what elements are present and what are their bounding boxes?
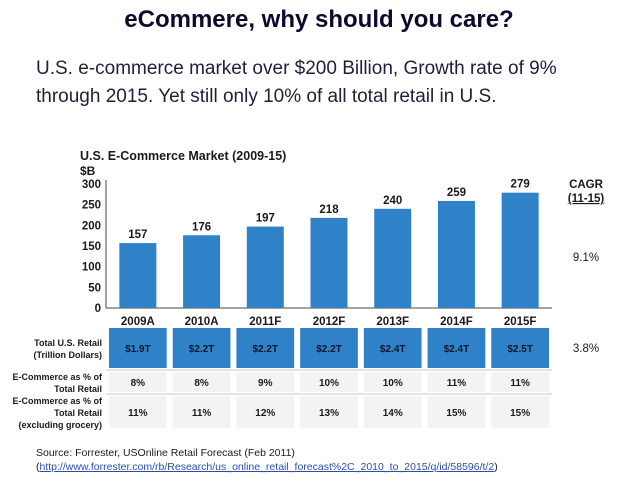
bar-2012F: [310, 217, 348, 308]
table-cell: [300, 396, 358, 428]
table-cell: [109, 328, 167, 368]
source-link-open: (: [36, 461, 40, 473]
table-cell-value: 11%: [192, 408, 212, 419]
table-cell: [491, 328, 549, 368]
table-cell: [172, 372, 231, 392]
table-cell-value: $2.2T: [316, 344, 342, 355]
table-cell-value: $2.4T: [444, 344, 470, 355]
table-row-label: E-Commerce as % of: [12, 372, 103, 382]
table-row-label: Total Retail: [54, 408, 102, 418]
data-label: 157: [128, 229, 147, 241]
table-cell-value: 10%: [319, 378, 339, 389]
table-cell: [427, 372, 486, 392]
x-tick-label: 2011F: [249, 316, 281, 328]
bar-2014F: [437, 200, 475, 308]
table-cell: [363, 328, 422, 368]
bar-2011F: [246, 226, 284, 308]
table-cell: [491, 372, 549, 392]
table-row-label: E-Commerce as % of: [12, 396, 103, 406]
table-cell: [363, 396, 422, 428]
data-label: 240: [383, 195, 402, 207]
table-cell: [172, 328, 231, 368]
table-cell: [363, 372, 422, 392]
bar-2010A: [183, 235, 221, 308]
data-label: 259: [447, 187, 466, 199]
bar-2009A: [119, 243, 157, 308]
page-subtitle: U.S. e-commerce market over $200 Billion…: [36, 58, 557, 107]
table-row-label: Total Retail: [54, 384, 102, 394]
table-cell-value: $2.2T: [252, 344, 278, 355]
table-cell: [109, 372, 167, 392]
table-cell-value: 15%: [446, 408, 466, 419]
data-label: 218: [319, 204, 339, 216]
table-cell-value: $2.4T: [380, 344, 406, 355]
cagr-retail-value: 3.8%: [573, 343, 599, 355]
table-cell: [236, 328, 295, 368]
y-tick-label: 300: [82, 179, 101, 191]
data-label: 279: [511, 179, 530, 191]
x-tick-label: 2013F: [376, 316, 409, 328]
bar-2013F: [374, 208, 412, 308]
table-cell: [300, 372, 358, 392]
y-tick-label: 50: [88, 282, 101, 294]
x-tick-label: 2015F: [504, 316, 537, 328]
table-cell: [236, 372, 295, 392]
cagr-period: (11-15): [568, 193, 605, 205]
table-cell: [427, 328, 486, 368]
y-tick-label: 150: [82, 241, 101, 253]
table-cell-value: 11%: [128, 408, 148, 419]
table-cell: [172, 396, 231, 428]
table-cell-value: 14%: [383, 408, 403, 419]
source-link-close: ): [494, 461, 498, 473]
y-tick-label: 200: [82, 220, 101, 232]
y-tick-label: 250: [82, 200, 101, 212]
cagr-header: CAGR: [569, 179, 604, 191]
x-tick-label: 2009A: [121, 316, 155, 328]
source-link[interactable]: http://www.forrester.com/rb/Research/us_…: [39, 461, 495, 473]
table-cell-value: 12%: [255, 408, 275, 419]
table-cell-value: 9%: [258, 378, 273, 389]
table-row-label: Total U.S. Retail: [34, 338, 102, 348]
table-cell: [236, 396, 295, 428]
cagr-market-value: 9.1%: [573, 252, 599, 264]
table-cell: [491, 396, 549, 428]
table-cell-value: 8%: [194, 378, 209, 389]
table-cell-value: 11%: [447, 378, 467, 389]
x-tick-label: 2010A: [185, 316, 219, 328]
table-row-label: (Trillion Dollars): [33, 350, 102, 360]
table-cell-value: 11%: [510, 378, 530, 389]
table-row-label: (excluding grocery): [18, 420, 102, 430]
data-label: 176: [192, 221, 211, 233]
y-axis-unit: $B: [80, 164, 96, 178]
table-cell-value: 15%: [510, 408, 530, 419]
table-cell: [109, 396, 167, 428]
page-title: eCommere, why should you care?: [124, 6, 514, 33]
bar-2015F: [501, 192, 539, 308]
y-tick-label: 100: [82, 262, 101, 274]
table-cell-value: 8%: [131, 378, 146, 389]
table-cell: [300, 328, 358, 368]
data-label: 197: [256, 213, 275, 225]
table-cell-value: 13%: [319, 408, 339, 419]
x-tick-label: 2012F: [313, 316, 346, 328]
chart-title: U.S. E-Commerce Market (2009-15): [80, 149, 286, 163]
source-text: Source: Forrester, USOnline Retail Forec…: [36, 447, 295, 459]
x-tick-label: 2014F: [440, 316, 473, 328]
y-tick-label: 0: [95, 303, 101, 315]
table-cell-value: $2.5T: [507, 344, 533, 355]
table-cell-value: 10%: [383, 378, 403, 389]
source-link-line: (http://www.forrester.com/rb/Research/us…: [36, 460, 636, 474]
table-cell-value: $2.2T: [189, 344, 215, 355]
table-cell-value: $1.9T: [125, 344, 151, 355]
source-note: Source: Forrester, USOnline Retail Forec…: [36, 446, 636, 474]
table-cell: [427, 396, 486, 428]
